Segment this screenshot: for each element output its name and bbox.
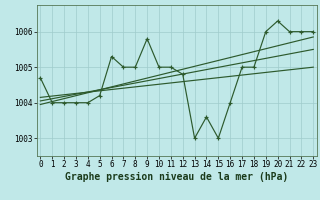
X-axis label: Graphe pression niveau de la mer (hPa): Graphe pression niveau de la mer (hPa) <box>65 172 288 182</box>
